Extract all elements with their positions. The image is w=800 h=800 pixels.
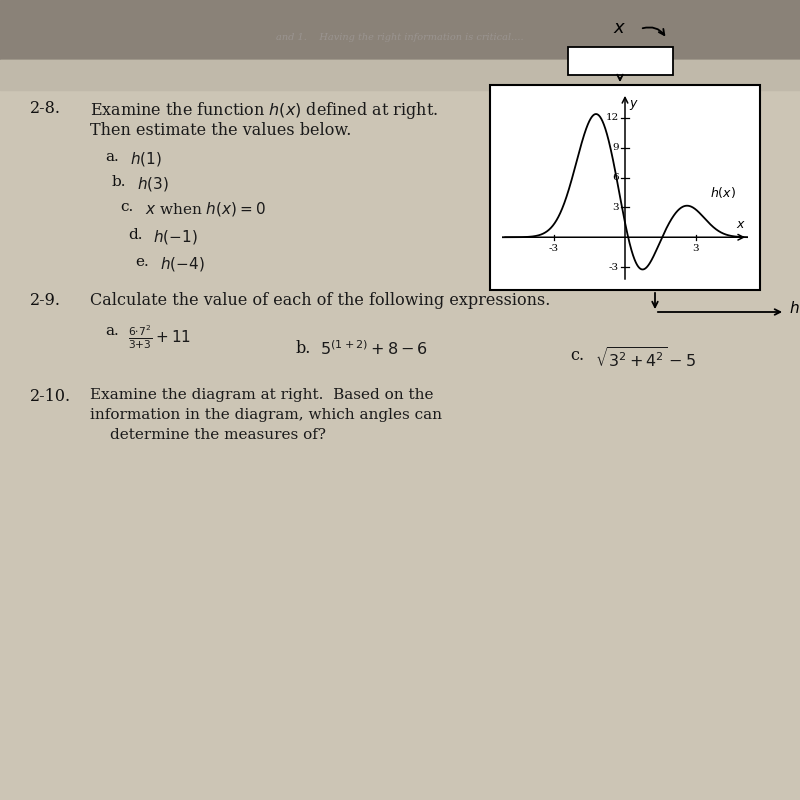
- Text: -3: -3: [609, 262, 619, 271]
- Bar: [490, 85, 760, 290]
- Text: $h(x)$: $h(x)$: [710, 185, 736, 200]
- Text: 6: 6: [613, 173, 619, 182]
- Text: a.: a.: [105, 150, 118, 164]
- Text: $h(3)$: $h(3)$: [137, 175, 169, 193]
- Text: $h(x)$: $h(x)$: [789, 299, 800, 317]
- Text: and 1.    Having the right information is critical....: and 1. Having the right information is c…: [276, 33, 524, 42]
- Text: $h(-4)$: $h(-4)$: [160, 255, 205, 273]
- Text: b.: b.: [112, 175, 126, 189]
- Text: $x$ when $h(x)=0$: $x$ when $h(x)=0$: [145, 200, 266, 218]
- Text: $y$: $y$: [630, 98, 639, 112]
- Text: $5^{(1+2)}+8-6$: $5^{(1+2)}+8-6$: [320, 340, 428, 358]
- Text: b.: b.: [295, 340, 310, 357]
- Bar: [0, 60, 800, 90]
- Text: $\sqrt{3^2+4^2}-5$: $\sqrt{3^2+4^2}-5$: [595, 347, 696, 371]
- Text: determine the measures of?: determine the measures of?: [110, 428, 326, 442]
- Text: c.: c.: [570, 347, 584, 364]
- Text: $x$: $x$: [614, 19, 626, 37]
- Text: 12: 12: [606, 114, 619, 122]
- Text: $\frac{6{\cdot}7^2}{3{+}3}+11$: $\frac{6{\cdot}7^2}{3{+}3}+11$: [128, 324, 191, 351]
- Bar: [0, 0, 800, 60]
- Text: Calculate the value of each of the following expressions.: Calculate the value of each of the follo…: [90, 292, 550, 309]
- Text: e.: e.: [135, 255, 149, 269]
- Text: 2-9.: 2-9.: [30, 292, 61, 309]
- Text: $x$: $x$: [736, 218, 746, 231]
- Text: 9: 9: [613, 143, 619, 152]
- Text: -3: -3: [549, 244, 559, 253]
- Text: 3: 3: [613, 203, 619, 212]
- Bar: [568, 47, 673, 75]
- Text: information in the diagram, which angles can: information in the diagram, which angles…: [90, 408, 442, 422]
- Text: $h(-1)$: $h(-1)$: [153, 228, 198, 246]
- Text: Examine the function $h(x)$ defined at right.: Examine the function $h(x)$ defined at r…: [90, 100, 438, 121]
- Text: Examine the diagram at right.  Based on the: Examine the diagram at right. Based on t…: [90, 388, 434, 402]
- Text: 2-10.: 2-10.: [30, 388, 71, 405]
- Text: a.: a.: [105, 324, 118, 338]
- Text: d.: d.: [128, 228, 142, 242]
- Text: c.: c.: [120, 200, 134, 214]
- Text: 3: 3: [693, 244, 699, 253]
- Text: $h(1)$: $h(1)$: [130, 150, 162, 168]
- Text: 2-8.: 2-8.: [30, 100, 61, 117]
- Text: Then estimate the values below.: Then estimate the values below.: [90, 122, 351, 139]
